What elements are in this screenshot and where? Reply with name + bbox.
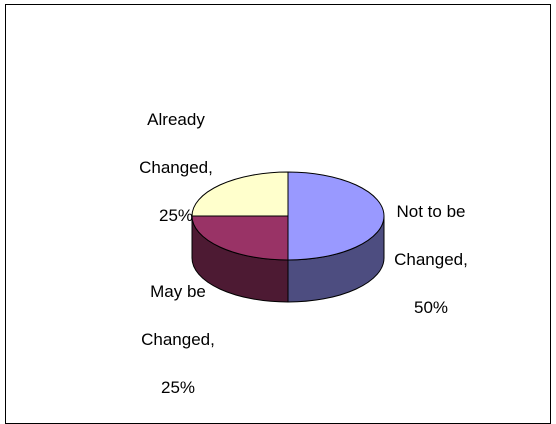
label-not-to-be-changed: Not to be Changed, 50% — [376, 176, 486, 344]
pie-slice-not-to-be-changed — [287, 171, 385, 261]
label-may-be-changed-pct: 25% — [160, 378, 196, 397]
label-may-be-changed: May be Changed, 25% — [123, 256, 233, 424]
pie-slice-already-changed — [191, 171, 289, 217]
label-already-changed-line2: Changed, — [139, 158, 213, 177]
label-may-be-changed-line2: Changed, — [141, 330, 215, 349]
label-already-changed-pct: 25% — [158, 206, 194, 225]
label-not-to-be-changed-line2: Changed, — [394, 250, 468, 269]
pie-chart — [191, 171, 385, 303]
label-not-to-be-changed-pct: 50% — [413, 298, 449, 317]
label-not-to-be-changed-line1: Not to be — [396, 202, 466, 221]
label-already-changed-line1: Already — [147, 110, 205, 129]
label-may-be-changed-line1: May be — [150, 282, 206, 301]
pie-slices — [191, 171, 385, 261]
pie-slice-may-be-changed — [191, 215, 289, 261]
label-already-changed: Already Changed, 25% — [121, 84, 231, 252]
